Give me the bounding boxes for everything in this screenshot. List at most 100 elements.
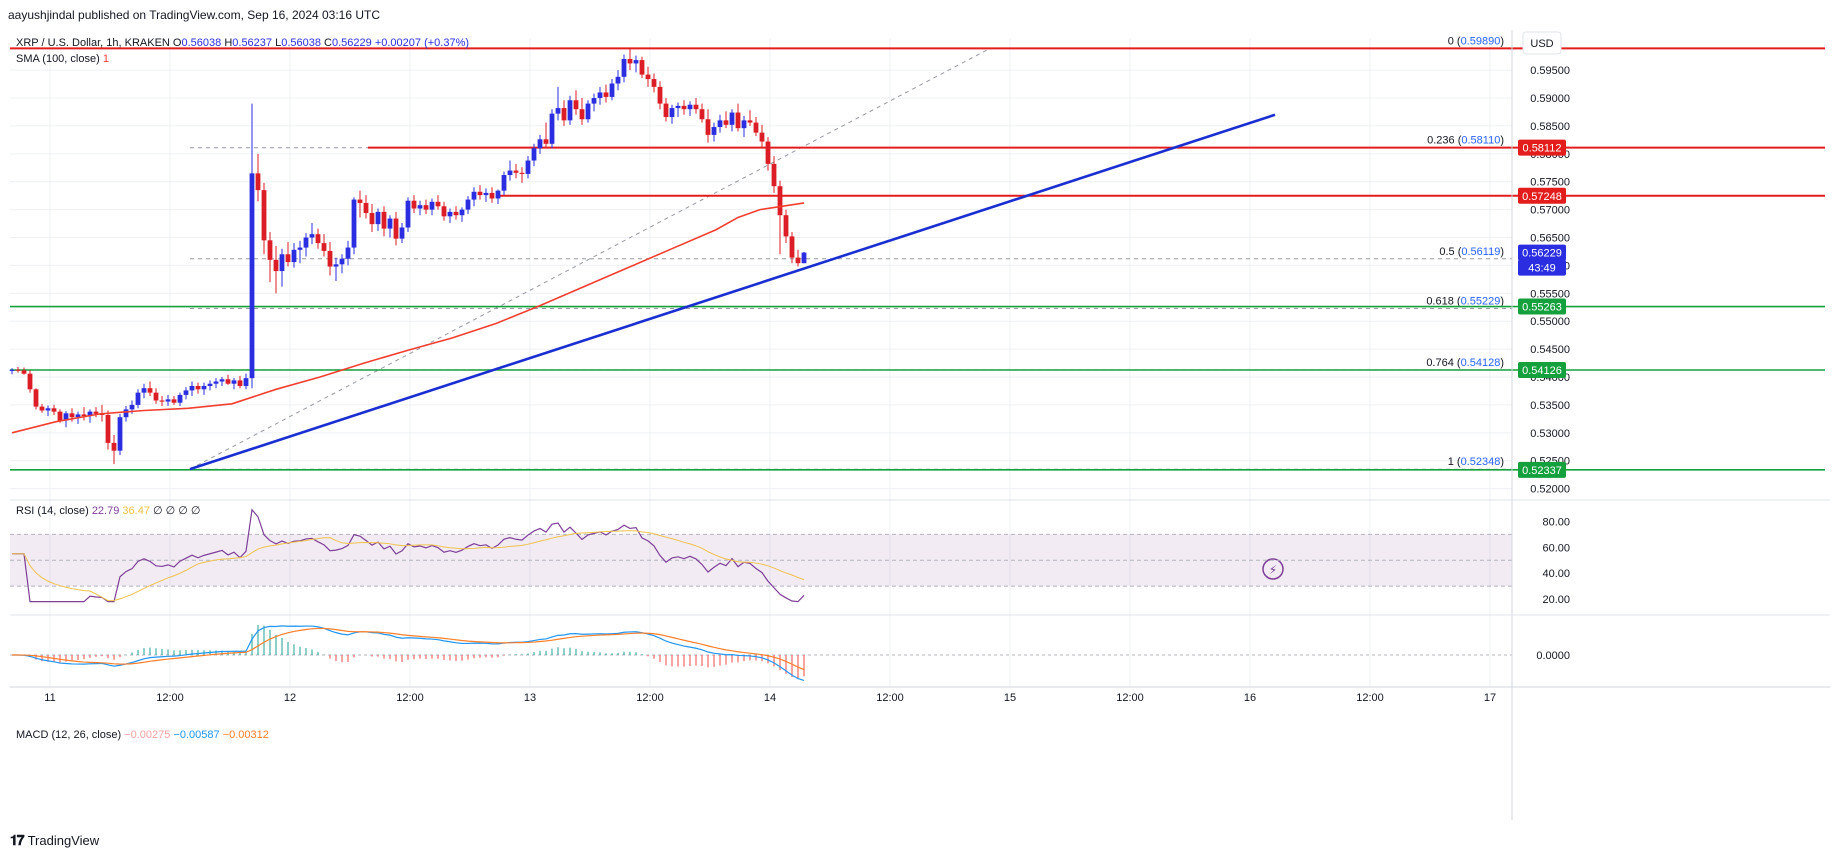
candle-body <box>75 414 81 418</box>
candle-body <box>735 112 741 129</box>
x-tick-label: 16 <box>1244 692 1256 704</box>
rsi-tick-label: 60.00 <box>1542 542 1570 554</box>
candle-body <box>459 209 465 216</box>
tradingview-logo[interactable]: 𝟏𝟕 TradingView <box>10 832 99 849</box>
lightning-icon <box>1262 558 1284 580</box>
fib-label: 1 (0.52348) <box>1448 456 1504 468</box>
candle-body <box>69 413 75 418</box>
price-label-box <box>1518 244 1566 261</box>
candle-body <box>663 103 669 118</box>
candle-body <box>195 385 201 390</box>
candle-body <box>15 369 21 371</box>
candle-body <box>27 373 33 390</box>
candle-body <box>159 400 165 402</box>
candle-body <box>789 236 795 258</box>
candle-body <box>183 390 189 395</box>
candle-body <box>801 252 807 264</box>
y-tick-label: 0.57500 <box>1530 177 1570 189</box>
candle-body <box>579 109 585 120</box>
candle-body <box>339 258 345 265</box>
candle-body <box>687 104 693 110</box>
candle-body <box>609 83 615 97</box>
candle-body <box>717 120 723 128</box>
candle-body <box>267 240 273 260</box>
candle-body <box>771 163 777 187</box>
candle-body <box>333 264 339 267</box>
candle-body <box>135 392 141 405</box>
candle-body <box>129 404 135 410</box>
candle-body <box>213 381 219 384</box>
candle-body <box>447 211 453 217</box>
price-label-box <box>1518 139 1566 156</box>
candle-body <box>645 74 651 80</box>
candle-body <box>489 192 495 199</box>
currency-box <box>1522 31 1562 55</box>
candle-body <box>309 234 315 238</box>
candle-body <box>627 58 633 64</box>
x-tick-label: 12:00 <box>396 692 424 704</box>
price-label-box <box>1518 461 1566 478</box>
candle-body <box>261 190 267 241</box>
legend: XRP / U.S. Dollar, 1h, KRAKEN O0.56038 H… <box>16 37 469 741</box>
candle-body <box>165 399 171 402</box>
candle-body <box>477 191 483 196</box>
candle-body <box>279 254 285 272</box>
candle-body <box>753 122 759 133</box>
x-tick-label: 13 <box>524 692 536 704</box>
candle-body <box>531 148 537 161</box>
candle-body <box>111 442 117 451</box>
price-label: 0.57248 <box>1522 191 1562 203</box>
price-label: 0.56229 <box>1522 248 1562 260</box>
candle-body <box>633 60 639 64</box>
x-tick-label: 12:00 <box>1356 692 1384 704</box>
price-label-box <box>1518 361 1566 378</box>
x-tick-label: 11 <box>44 692 55 704</box>
candle-body <box>501 175 507 191</box>
candle-body <box>33 389 39 407</box>
candle-body <box>423 205 429 210</box>
candle-body <box>471 191 477 200</box>
candle-body <box>249 173 255 379</box>
macd-signal-line <box>11 627 805 671</box>
candle-body <box>441 206 447 217</box>
fibonacci-levels: 0 (0.59890) 0.236 (0.58110) 0.5 (0.56119) 0… <box>189 35 1512 470</box>
candle-body <box>399 227 405 239</box>
candle-body <box>351 199 357 248</box>
candle-body <box>777 186 783 216</box>
candle-body <box>141 388 147 393</box>
candles <box>9 48 807 465</box>
candle-body <box>483 192 489 196</box>
candle-body <box>9 369 15 371</box>
candle-body <box>465 199 471 210</box>
candle-body <box>555 108 561 114</box>
candle-body <box>345 247 351 259</box>
price-label-box <box>1518 259 1566 276</box>
rsi-tick-label: 40.00 <box>1542 568 1570 580</box>
candle-body <box>507 170 513 176</box>
rsi-ma-line <box>12 530 805 602</box>
rsi-tick-label: 80.00 <box>1542 516 1570 528</box>
candle-body <box>81 414 87 417</box>
candle-body <box>525 160 531 174</box>
candle-body <box>747 120 753 123</box>
candle-body <box>519 172 525 174</box>
candle-body <box>39 406 45 411</box>
candle-body <box>387 218 393 229</box>
candle-body <box>201 385 207 390</box>
candle-body <box>63 413 69 421</box>
x-tick-label: 15 <box>1004 692 1016 704</box>
candle-body <box>411 200 417 209</box>
axes: 0.595000.590000.585000.580000.575000.570… <box>10 30 1830 820</box>
fib-label: 0 (0.59890) <box>1448 35 1504 47</box>
x-tick-label: 12:00 <box>876 692 904 704</box>
candle-body <box>321 243 327 251</box>
candle-body <box>561 108 567 121</box>
candle-body <box>369 212 375 225</box>
candle-body <box>741 120 747 129</box>
macd-tick-label: 0.0000 <box>1536 650 1570 662</box>
fib-label: 0.236 (0.58110) <box>1427 135 1504 147</box>
candle-body <box>537 139 543 149</box>
macd-legend: MACD (12, 26, close) −0.00275 −0.00587 −… <box>16 729 269 741</box>
candle-body <box>795 257 801 264</box>
